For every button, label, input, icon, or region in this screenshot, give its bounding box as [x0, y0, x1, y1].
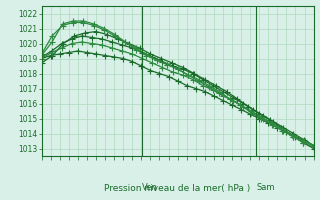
Text: Sam: Sam	[257, 183, 275, 192]
Text: Ven: Ven	[142, 183, 158, 192]
X-axis label: Pression niveau de la mer( hPa ): Pression niveau de la mer( hPa )	[104, 184, 251, 193]
